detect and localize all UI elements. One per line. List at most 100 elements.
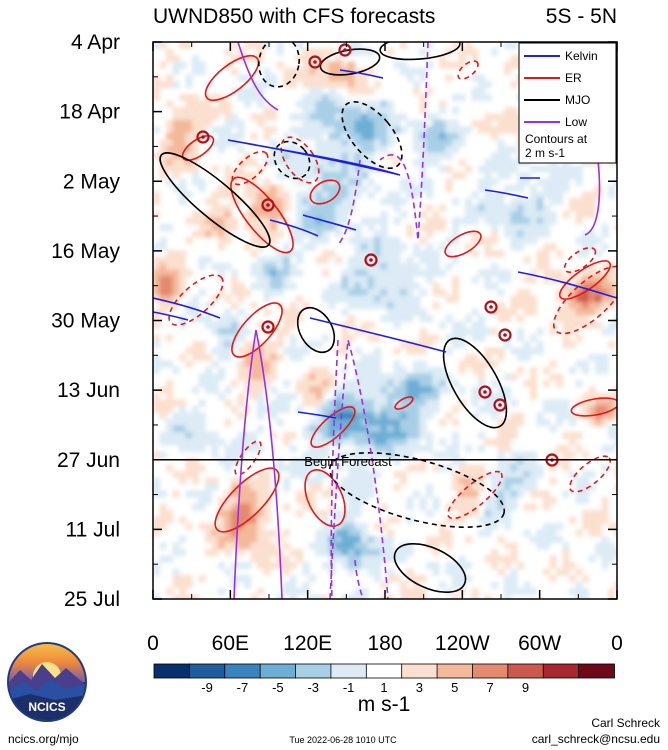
heatmap-cell <box>575 477 583 485</box>
heatmap-cell <box>562 562 570 570</box>
heatmap-cell <box>159 61 167 69</box>
heatmap-cell <box>205 367 213 375</box>
heatmap-cell <box>185 360 193 368</box>
heatmap-cell <box>536 256 544 264</box>
colorbar-swatch <box>295 663 332 679</box>
heatmap-cell <box>432 464 440 472</box>
heatmap-cell <box>198 503 206 511</box>
heatmap-cell <box>354 256 362 264</box>
heatmap-cell <box>224 523 232 531</box>
heatmap-cell <box>257 282 265 290</box>
heatmap-cell <box>465 211 473 219</box>
heatmap-cell <box>302 471 310 479</box>
heatmap-cell <box>244 159 252 167</box>
author-email[interactable]: carl_schreck@ncsu.edu <box>532 732 660 746</box>
heatmap-cell <box>471 237 479 245</box>
heatmap-cell <box>211 321 219 329</box>
heatmap-cell <box>562 412 570 420</box>
heatmap-cell <box>354 81 362 89</box>
heatmap-cell <box>374 542 382 550</box>
heatmap-cell <box>569 198 577 206</box>
heatmap-cell <box>244 328 252 336</box>
heatmap-cell <box>556 419 564 427</box>
heatmap-cell <box>614 529 617 537</box>
heatmap-cell <box>504 555 512 563</box>
heatmap-cell <box>179 263 187 271</box>
heatmap-cell <box>491 516 499 524</box>
heatmap-cell <box>588 510 596 518</box>
heatmap-cell <box>361 120 369 128</box>
heatmap-cell <box>543 536 551 544</box>
heatmap-cell <box>335 224 343 232</box>
heatmap-cell <box>413 146 421 154</box>
heatmap-cell <box>250 263 258 271</box>
heatmap-cell <box>179 321 187 329</box>
heatmap-cell <box>595 549 603 557</box>
heatmap-cell <box>270 549 278 557</box>
heatmap-cell <box>237 289 245 297</box>
heatmap-cell <box>504 432 512 440</box>
heatmap-cell <box>153 367 161 375</box>
heatmap-cell <box>380 399 388 407</box>
heatmap-cell <box>458 55 466 63</box>
heatmap-cell <box>198 425 206 433</box>
heatmap-cell <box>491 484 499 492</box>
heatmap-cell <box>510 373 518 381</box>
heatmap-cell <box>179 139 187 147</box>
heatmap-cell <box>517 471 525 479</box>
heatmap-cell <box>367 276 375 284</box>
site-link[interactable]: ncics.org/mjo <box>8 732 79 746</box>
heatmap-cell <box>315 146 323 154</box>
heatmap-cell <box>484 523 492 531</box>
heatmap-cell <box>413 575 421 583</box>
heatmap-cell <box>270 399 278 407</box>
heatmap-cell <box>231 451 239 459</box>
heatmap-cell <box>582 523 590 531</box>
heatmap-cell <box>452 237 460 245</box>
heatmap-cell <box>393 243 401 251</box>
heatmap-cell <box>153 490 161 498</box>
heatmap-cell <box>322 380 330 388</box>
heatmap-cell <box>452 432 460 440</box>
heatmap-cell <box>185 126 193 134</box>
heatmap-cell <box>523 308 531 316</box>
heatmap-cell <box>569 471 577 479</box>
heatmap-cell <box>335 185 343 193</box>
heatmap-cell <box>185 74 193 82</box>
heatmap-cell <box>276 204 284 212</box>
heatmap-cell <box>257 120 265 128</box>
heatmap-cell <box>530 191 538 199</box>
heatmap-cell <box>296 74 304 82</box>
y-tick-label: 25 Jul <box>64 588 120 611</box>
heatmap-cell <box>543 503 551 511</box>
heatmap-cell <box>192 445 200 453</box>
heatmap-cell <box>530 211 538 219</box>
heatmap-cell <box>263 126 271 134</box>
heatmap-cell <box>601 419 609 427</box>
heatmap-cell <box>608 549 616 557</box>
heatmap-cell <box>458 217 466 225</box>
heatmap-cell <box>517 172 525 180</box>
heatmap-cell <box>263 276 271 284</box>
heatmap-cell <box>231 458 239 466</box>
heatmap-cell <box>458 464 466 472</box>
heatmap-cell <box>393 360 401 368</box>
heatmap-cell <box>263 516 271 524</box>
heatmap-cell <box>361 159 369 167</box>
heatmap-cell <box>458 367 466 375</box>
heatmap-cell <box>257 211 265 219</box>
heatmap-cell <box>218 230 226 238</box>
heatmap-cell <box>426 490 434 498</box>
heatmap-cell <box>231 178 239 186</box>
heatmap-cell <box>159 243 167 251</box>
heatmap-cell <box>244 380 252 388</box>
heatmap-cell <box>458 510 466 518</box>
heatmap-cell <box>348 464 356 472</box>
heatmap-cell <box>588 237 596 245</box>
heatmap-cell <box>400 113 408 121</box>
heatmap-cell <box>575 302 583 310</box>
heatmap-cell <box>361 243 369 251</box>
heatmap-cell <box>413 68 421 76</box>
heatmap-cell <box>608 393 616 401</box>
heatmap-cell <box>504 159 512 167</box>
